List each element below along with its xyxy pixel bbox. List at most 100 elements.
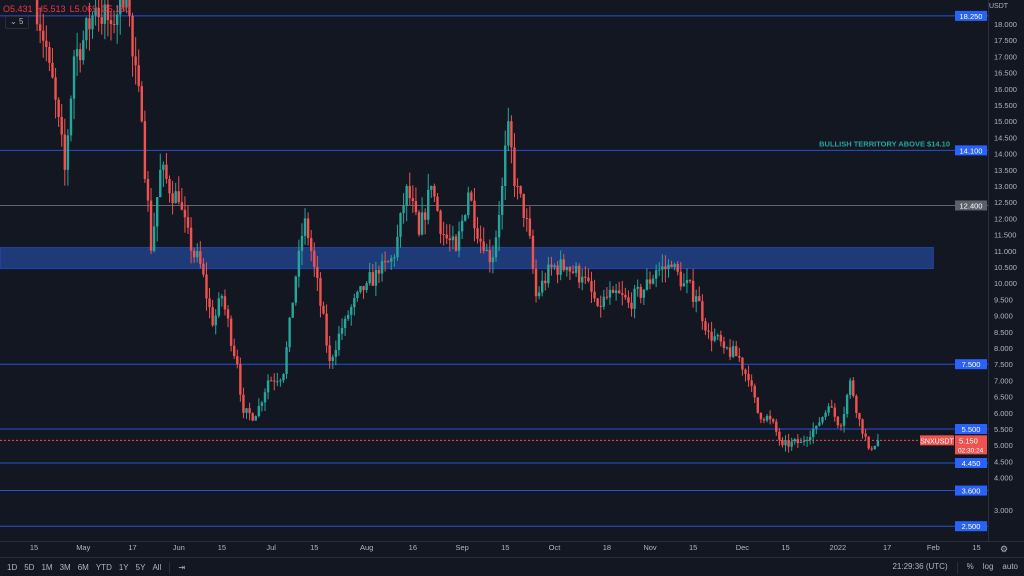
candle-body [82, 40, 85, 61]
candle-body [168, 178, 171, 194]
candle-body [614, 290, 618, 293]
currency-label: USDT [989, 3, 1009, 10]
candle-body [519, 186, 522, 194]
y-tick-label: 13.000 [994, 182, 1017, 191]
candle-body [873, 445, 877, 449]
candle-body [128, 0, 131, 16]
candle-body [374, 269, 378, 286]
range-button-1m[interactable]: 1M [41, 563, 53, 572]
candle-body [186, 217, 190, 228]
candle-body [858, 413, 861, 420]
range-button-5d[interactable]: 5D [24, 563, 35, 572]
candle-body [574, 265, 578, 273]
candle-body [602, 296, 605, 307]
percent-scale-button[interactable]: % [966, 561, 974, 571]
candle-body [119, 0, 122, 15]
log-scale-button[interactable]: log [982, 561, 994, 571]
range-button-1y[interactable]: 1Y [118, 563, 129, 572]
candle-body [137, 65, 140, 87]
candle-body [57, 99, 60, 117]
candle-body [291, 302, 294, 318]
candle-body [229, 318, 233, 346]
y-tick-label: 17.000 [994, 52, 1017, 61]
clock[interactable]: 21:29:36 (UTC) [892, 561, 948, 571]
candle-body [396, 236, 399, 258]
candle-body [69, 98, 73, 136]
candle-body [695, 296, 698, 302]
candle-body [414, 201, 418, 213]
candle-body [528, 218, 532, 236]
candle-body [174, 191, 177, 204]
candle-body [319, 277, 322, 306]
candle-body [627, 297, 630, 303]
auto-scale-button[interactable]: auto [1002, 561, 1018, 571]
candle-body [42, 30, 45, 41]
candle-body [513, 147, 516, 186]
x-tick-label: 15 [218, 543, 226, 552]
candle-body [759, 412, 763, 420]
last-price-tag [955, 435, 987, 455]
candle-body [310, 238, 313, 251]
candle-body [377, 269, 381, 274]
candle-body [427, 189, 430, 220]
range-button-6m[interactable]: 6M [77, 563, 89, 572]
candle-body [704, 321, 707, 331]
x-tick-label: Nov [643, 543, 657, 552]
bottom-right-controls: 21:29:36 (UTC) % log auto [892, 561, 1018, 574]
candle-body [750, 380, 753, 386]
price-chart[interactable]: 3.000 4.000 4.500 5.000 5.500 6.000 6.500 7.000… [0, 0, 1024, 557]
candle-body [541, 280, 544, 293]
candle-body [399, 213, 402, 237]
candle-body [547, 264, 550, 284]
candle-body [60, 116, 63, 135]
candle-body [445, 234, 448, 239]
candle-body [279, 380, 282, 382]
candle-body [51, 62, 54, 78]
divider [169, 561, 171, 574]
indicators-toggle-button[interactable]: ⌄ 5 [5, 16, 29, 29]
candle-body [516, 186, 519, 187]
candle-body [553, 265, 556, 267]
settings-gear-icon[interactable]: ⚙ [1000, 544, 1008, 554]
x-tick-label: 18 [603, 543, 611, 552]
goto-date-icon[interactable]: ⇥ [178, 563, 186, 572]
candle-body [103, 4, 107, 24]
candle-body [867, 436, 870, 449]
candle-body [423, 212, 427, 220]
x-tick-label: Dec [736, 543, 750, 552]
candle-body [48, 47, 51, 63]
bottom-toolbar: 1D 5D 1M 3M 6M YTD 1Y 5Y All ⇥ 21:29:36 (UTC) % … [0, 557, 1024, 576]
candle-body [824, 412, 827, 417]
candle-body [162, 164, 165, 170]
candle-body [359, 286, 362, 292]
y-tick-label: 4.000 [994, 474, 1013, 483]
candle-body [340, 328, 344, 334]
candle-body [679, 271, 682, 287]
candle-body [242, 394, 245, 413]
candle-body [550, 264, 553, 267]
candle-body [836, 416, 840, 426]
candle-body [670, 264, 673, 267]
candle-body [531, 235, 535, 269]
candle-body [112, 24, 116, 25]
candle-body [618, 290, 621, 294]
candle-body [799, 441, 803, 444]
candle-body [467, 192, 470, 216]
candle-body [762, 419, 766, 421]
candle-body [134, 56, 137, 66]
range-button-ytd[interactable]: YTD [95, 563, 112, 572]
range-button-5y[interactable]: 5Y [135, 563, 146, 572]
candle-body [420, 212, 424, 235]
range-button-all[interactable]: All [152, 563, 162, 572]
candle-body [269, 380, 273, 382]
range-button-1d[interactable]: 1D [7, 563, 18, 572]
candle-body [479, 238, 482, 242]
candle-body [713, 336, 716, 341]
x-tick-label: 15 [501, 543, 509, 552]
candle-body [300, 235, 304, 251]
candle-body [149, 200, 153, 251]
candle-body [876, 440, 880, 446]
candle-body [260, 402, 264, 406]
x-tick-label: 15 [689, 543, 697, 552]
range-button-3m[interactable]: 3M [59, 563, 71, 572]
